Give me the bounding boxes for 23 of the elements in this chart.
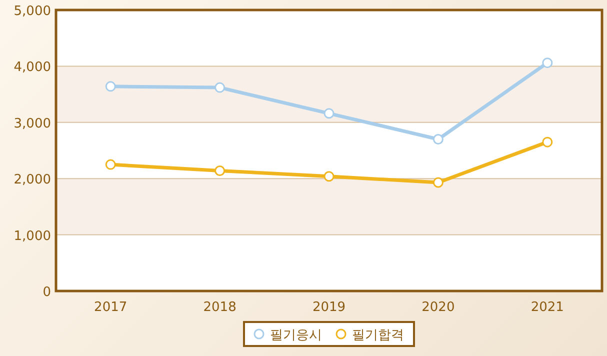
point [105,81,116,92]
legend-label: 필기합격 [352,328,404,343]
y-tick-label: 0 [42,285,51,300]
x-tick-label: 2021 [530,300,564,315]
point [324,171,334,182]
x-tick-label: 2018 [203,300,236,315]
legend-label: 필기응시 [270,328,322,343]
y-tick-label: 2,000 [14,172,51,188]
point [432,134,444,145]
point [432,177,444,188]
y-tick-label: 4,000 [14,60,51,76]
point [214,82,226,93]
y-tick-label: 5,000 [14,4,51,19]
y-tick-label: 3,000 [14,116,51,132]
point [105,159,116,170]
point [214,165,226,176]
x-tick-label: 2020 [422,300,455,315]
y-tick-label: 1,000 [14,228,51,244]
x-tick-label: 2017 [94,300,128,315]
point [542,136,553,148]
x-tick-label: 2019 [312,300,346,315]
point [324,108,334,119]
point [542,58,553,68]
